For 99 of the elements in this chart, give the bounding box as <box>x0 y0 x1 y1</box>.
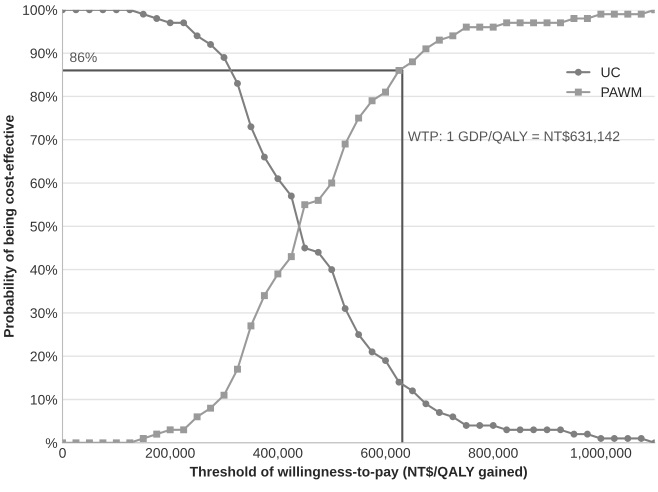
point <box>194 32 201 40</box>
y-tick-label: 90% <box>30 48 58 58</box>
x-tick-label: 600,000 <box>361 448 410 460</box>
point <box>140 435 147 442</box>
point <box>140 10 147 18</box>
point <box>288 253 295 260</box>
point <box>462 422 470 429</box>
point <box>368 348 376 356</box>
y-tick-label: 50% <box>30 222 58 232</box>
point <box>557 19 564 26</box>
point <box>314 196 322 204</box>
point <box>314 248 322 256</box>
point <box>610 435 618 442</box>
point <box>180 426 188 434</box>
y-tick-label: % <box>46 438 58 448</box>
y-tick-label: 80% <box>30 92 58 102</box>
point <box>220 54 228 61</box>
legend-label: PAWM <box>602 87 642 97</box>
point <box>638 10 645 18</box>
point <box>153 15 160 22</box>
point <box>342 140 349 148</box>
point <box>396 378 402 386</box>
point <box>234 366 241 373</box>
y-tick-label: 100% <box>23 5 58 16</box>
point <box>570 15 578 22</box>
x-tick-label: 1,000,000 <box>571 448 632 460</box>
y-tick-label: 40% <box>30 264 58 275</box>
point <box>503 426 510 434</box>
point <box>462 24 470 31</box>
point <box>207 41 214 48</box>
point <box>516 19 524 26</box>
point <box>570 430 578 438</box>
ref-line-label: WTP: 1 GDP/QALY = NT$631,142 <box>408 130 620 144</box>
point <box>274 175 282 182</box>
point <box>408 58 416 66</box>
point <box>597 10 604 18</box>
point <box>382 357 389 364</box>
point <box>247 322 254 330</box>
y-tick-label: 30% <box>30 308 58 318</box>
y-tick-label: 70% <box>30 135 58 145</box>
point <box>153 430 160 438</box>
point <box>490 422 497 429</box>
point <box>274 270 282 278</box>
y-tick-label: 10% <box>30 394 58 405</box>
y-tick-label: 60% <box>30 178 58 188</box>
point <box>544 426 551 434</box>
point <box>396 66 402 74</box>
point <box>234 80 241 87</box>
point <box>638 435 645 442</box>
point <box>207 404 214 412</box>
point <box>503 19 510 26</box>
point <box>624 435 632 442</box>
point <box>436 409 443 416</box>
legend-label: UC <box>602 67 620 78</box>
point <box>544 19 551 26</box>
x-tick-label: 800,000 <box>468 448 518 460</box>
point <box>260 292 268 300</box>
ref-line-label: 86% <box>70 52 97 62</box>
y-tick-label: 20% <box>30 352 58 362</box>
point <box>557 426 564 434</box>
point <box>408 387 416 394</box>
point <box>247 123 254 130</box>
point <box>301 244 308 252</box>
point <box>422 45 430 52</box>
point <box>166 19 174 26</box>
point <box>342 305 349 312</box>
point <box>490 24 497 31</box>
point <box>476 24 484 31</box>
point <box>328 266 336 274</box>
point <box>194 413 201 420</box>
x-tick-label: 400,000 <box>253 448 302 460</box>
point <box>584 15 591 22</box>
point <box>449 32 456 40</box>
point <box>449 413 456 420</box>
point <box>584 430 591 438</box>
y-axis-title: Probability of being cost-effective <box>4 115 17 337</box>
point <box>530 426 538 434</box>
point <box>597 435 604 442</box>
point <box>476 422 484 429</box>
point <box>166 426 174 434</box>
x-tick-label: 0 <box>59 448 66 458</box>
point <box>610 10 618 18</box>
point <box>368 97 376 104</box>
point <box>260 154 268 161</box>
point <box>436 36 443 44</box>
point <box>328 180 336 186</box>
point <box>220 392 228 399</box>
point <box>382 88 389 96</box>
point <box>422 400 430 408</box>
point <box>624 10 632 18</box>
point <box>355 331 362 338</box>
point <box>288 192 295 200</box>
x-tick-label: 200,000 <box>146 448 195 460</box>
x-axis-title: Threshold of willingness-to-pay (NT$/QALY gained) <box>190 466 527 480</box>
point <box>301 201 308 208</box>
point <box>530 19 538 26</box>
point <box>516 426 524 434</box>
point <box>180 19 188 26</box>
point <box>355 114 362 122</box>
